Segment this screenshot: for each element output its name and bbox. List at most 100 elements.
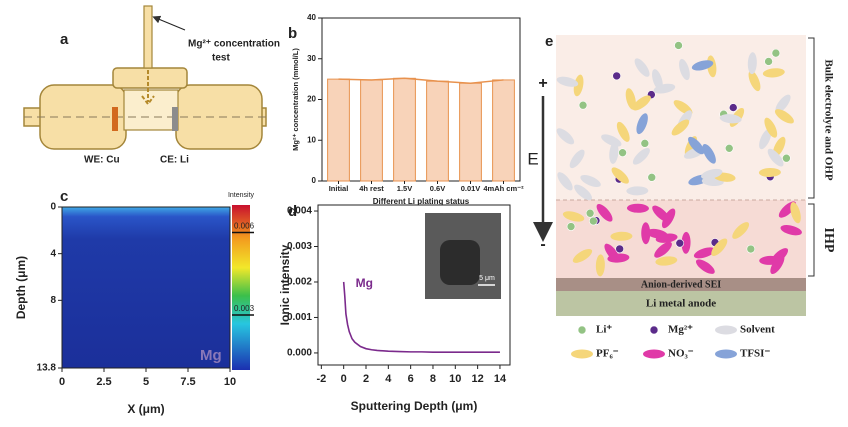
legend-label: Mg²⁺	[668, 324, 693, 336]
ion	[782, 153, 791, 163]
region-label: Bulk electrolyte and OHP	[822, 59, 834, 180]
x-tick-label: 10	[449, 373, 461, 385]
y-tick-label: 0.001	[287, 312, 312, 323]
panel-letter: b	[288, 25, 297, 42]
label: WE: Cu	[84, 155, 120, 166]
y-axis-label: Ionic intensity	[278, 244, 292, 325]
x-tick-label: 4mAh cm⁻²	[483, 184, 524, 193]
molecule	[701, 168, 723, 180]
y-tick-label: 0.002	[287, 277, 312, 288]
y-tick-label: 4	[50, 248, 56, 259]
annotation: Mg	[200, 347, 222, 364]
bar	[393, 77, 416, 182]
x-tick-label: 0	[59, 376, 65, 388]
y-tick-label: 20	[307, 95, 316, 104]
molecule	[609, 141, 619, 164]
y-tick-label: 0.004	[287, 206, 312, 217]
panel-letter: a	[60, 31, 69, 48]
label: Mg²⁺ concentration	[188, 39, 280, 50]
bar	[492, 79, 515, 182]
molecule	[747, 52, 757, 75]
x-axis-label: Sputtering Depth (μm)	[351, 399, 478, 413]
molecule	[715, 325, 737, 335]
molecule	[759, 255, 782, 265]
ion	[618, 148, 627, 157]
molecule	[569, 149, 585, 169]
molecule	[580, 174, 601, 188]
ion	[647, 173, 657, 182]
ion	[615, 244, 624, 254]
colorbar-tick-label: 0.006	[234, 222, 255, 231]
molecule	[688, 136, 705, 155]
ion	[578, 100, 588, 110]
trend-line	[338, 77, 504, 84]
x-tick-label: 12	[472, 373, 484, 385]
sei-layer	[556, 278, 806, 291]
series-label: Mg	[356, 276, 373, 290]
molecule	[767, 148, 784, 167]
ion	[585, 208, 595, 218]
y-tick-label: 0.000	[287, 348, 312, 359]
label: test	[212, 53, 230, 64]
ion	[675, 238, 685, 248]
bracket	[808, 37, 815, 277]
pointer	[152, 15, 186, 31]
y-tick-label: 40	[307, 13, 316, 22]
y-tick-label: 0	[312, 176, 317, 185]
legend-label: PF₆⁻	[596, 348, 619, 360]
bar	[459, 82, 482, 182]
molecule	[758, 167, 781, 177]
y-tick-label: 0.003	[287, 241, 312, 252]
cell-diagram: a Mg²⁺ concentration test WE: Cu CE: Li	[23, 5, 280, 166]
particles	[556, 41, 802, 277]
molecule	[632, 147, 650, 165]
x-tick-label: 10	[224, 376, 236, 388]
molecule	[625, 88, 636, 110]
y-tick-label: 30	[307, 54, 316, 63]
y-axis-label: Mg²⁺ concentration (mmol/L)	[291, 48, 300, 151]
colorbar	[232, 205, 250, 370]
molecule	[636, 113, 648, 135]
series-line	[342, 281, 500, 354]
molecule	[611, 167, 629, 184]
molecule	[596, 204, 613, 222]
molecule	[641, 222, 651, 245]
molecule	[562, 211, 585, 222]
molecule	[626, 203, 649, 213]
ion	[674, 41, 683, 50]
molecule	[652, 205, 670, 222]
sampling-tube	[143, 5, 153, 69]
x-tick-label: 1.5V	[397, 184, 412, 193]
x-tick-label: 4h rest	[359, 184, 384, 193]
y-axis-label: Depth (μm)	[14, 256, 28, 319]
x-tick-label: 5	[143, 376, 149, 388]
x-tick-label: 8	[430, 373, 436, 385]
molecule	[632, 95, 651, 111]
molecule	[774, 109, 794, 124]
bar	[426, 80, 449, 182]
molecule	[556, 76, 579, 87]
molecule	[556, 128, 575, 145]
molecule	[607, 253, 630, 263]
molecule	[634, 58, 650, 77]
li-electrode	[172, 107, 178, 131]
plot-frame	[321, 17, 521, 182]
molecule	[732, 222, 750, 239]
molecule	[654, 241, 672, 258]
region-label: IHP	[821, 228, 836, 253]
molecule	[610, 231, 633, 241]
molecule	[790, 202, 801, 224]
molecule	[655, 233, 678, 243]
molecule	[693, 247, 715, 259]
ion	[771, 48, 781, 58]
bar	[327, 78, 350, 182]
sem-pit	[440, 240, 480, 285]
layer-label: Anion-derived SEI	[641, 279, 721, 290]
molecule	[616, 121, 630, 142]
bar	[360, 79, 383, 182]
molecule	[702, 143, 716, 164]
molecule	[715, 349, 737, 359]
ion	[577, 325, 587, 335]
y-tick-label: 10	[307, 135, 316, 144]
ion	[589, 216, 598, 226]
